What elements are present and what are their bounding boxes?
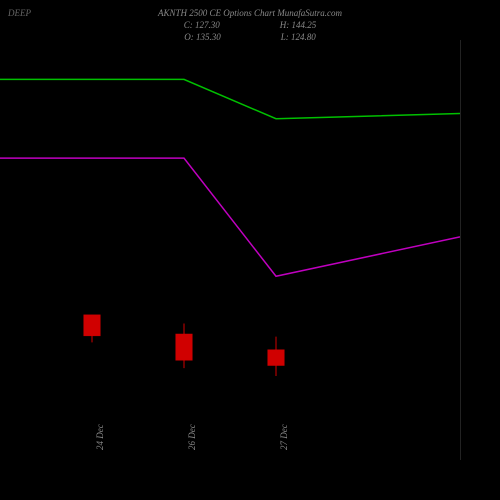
ohlc-high: H: 144.25 <box>280 20 317 30</box>
ohlc-row-1: C: 127.30 H: 144.25 <box>0 20 500 30</box>
chart-header: AKNTH 2500 CE Options Chart MunafaSutra.… <box>0 8 500 42</box>
c-label: C: <box>184 20 193 30</box>
c-value: 127.30 <box>195 20 220 30</box>
h-value: 144.25 <box>292 20 317 30</box>
chart-title: AKNTH 2500 CE Options Chart MunafaSutra.… <box>158 8 342 18</box>
x-tick-label: 24 Dec <box>95 424 105 450</box>
y-axis-right <box>460 40 500 460</box>
x-tick-label: 27 Dec <box>279 424 289 450</box>
chart-plot-area: 24 Dec 26 Dec 27 Dec <box>0 40 460 460</box>
ohlc-close: C: 127.30 <box>184 20 220 30</box>
chart-svg <box>0 40 460 460</box>
h-label: H: <box>280 20 290 30</box>
x-tick-label: 26 Dec <box>187 424 197 450</box>
